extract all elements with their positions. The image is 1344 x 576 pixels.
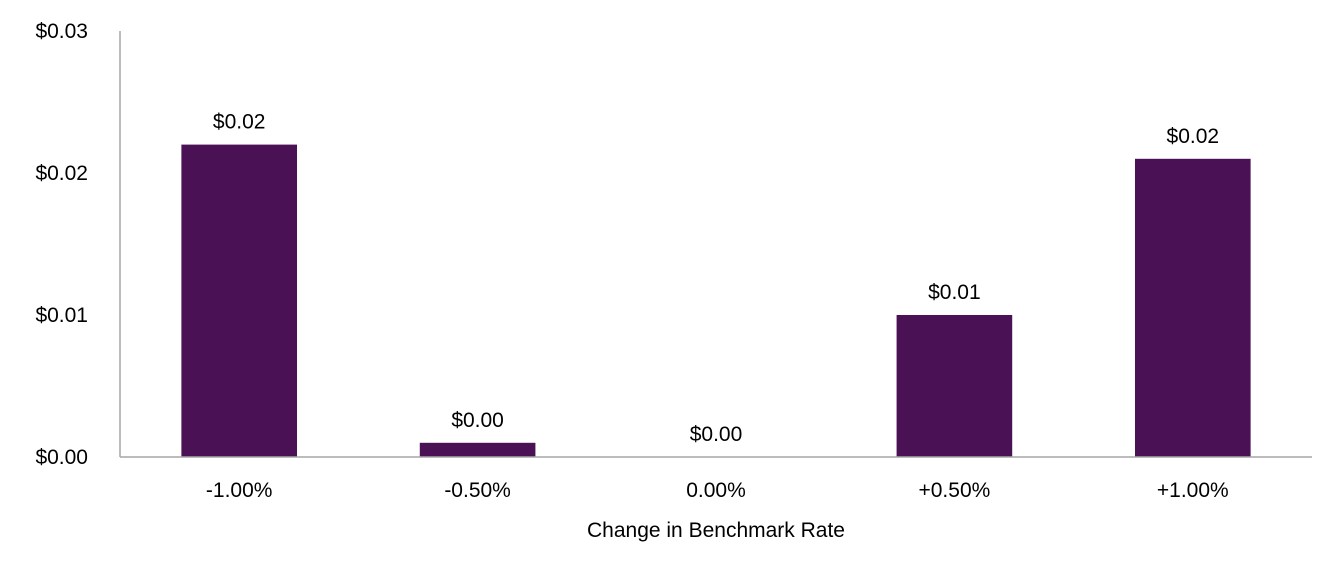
bar	[1134, 158, 1251, 458]
data-labels: $0.02 $0.00 $0.00 $0.01 $0.02	[213, 111, 1219, 446]
y-axis-tick-labels: $0.00 $0.01 $0.02 $0.03	[35, 20, 88, 469]
data-label: $0.00	[451, 409, 504, 432]
x-axis-tick-labels: -1.00% -0.50% 0.00% +0.50% +1.00%	[206, 479, 1229, 502]
x-tick-label: +0.50%	[918, 479, 990, 502]
data-label: $0.00	[690, 423, 743, 446]
bars	[181, 144, 1251, 458]
bar	[181, 144, 298, 457]
bar	[896, 315, 1013, 457]
data-label: $0.01	[928, 281, 981, 304]
data-label: $0.02	[213, 111, 266, 134]
x-tick-label: 0.00%	[686, 479, 746, 502]
x-tick-label: +1.00%	[1157, 479, 1229, 502]
y-tick-label: $0.00	[35, 446, 88, 469]
data-label: $0.02	[1167, 125, 1220, 148]
x-axis-title: Change in Benchmark Rate	[587, 519, 845, 542]
y-tick-label: $0.03	[35, 20, 88, 43]
x-tick-label: -1.00%	[206, 479, 273, 502]
bar	[419, 442, 536, 457]
y-tick-label: $0.02	[35, 162, 88, 185]
y-tick-label: $0.01	[35, 304, 88, 327]
x-tick-label: -0.50%	[444, 479, 511, 502]
